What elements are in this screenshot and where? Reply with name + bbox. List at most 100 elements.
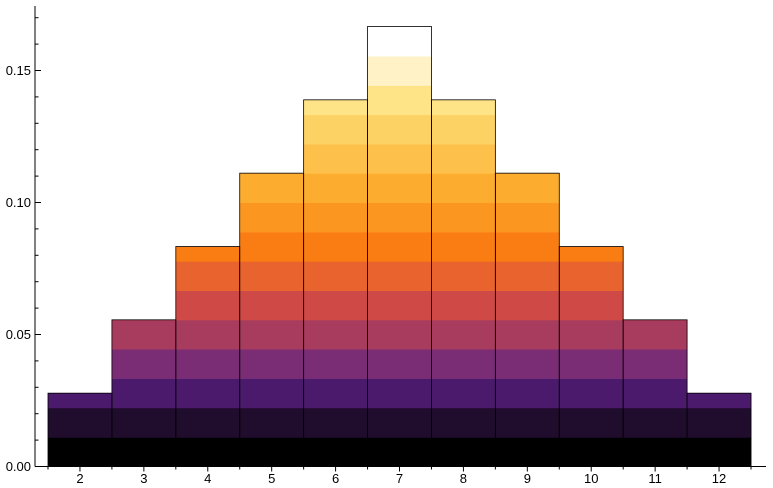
bar-band (687, 437, 752, 467)
bar-band (175, 407, 241, 438)
bar-band (303, 349, 368, 379)
bar-band (431, 144, 496, 174)
bar-band (623, 378, 688, 409)
bar-band (495, 437, 560, 467)
bar-band (175, 319, 241, 350)
tick-labels: 0.00 0.05 0.10 0.15 2 3 4 5 6 7 8 9 10 11 12 (6, 63, 727, 486)
x-tick-label: 3 (140, 471, 147, 486)
bar-band (431, 261, 496, 291)
x-tick-label: 6 (332, 471, 339, 486)
bar-band (495, 261, 560, 291)
bar-band (111, 437, 177, 467)
bar-band (687, 407, 752, 438)
bar-band (431, 232, 496, 262)
bar-band (367, 349, 432, 379)
bar-band (495, 407, 560, 438)
bar-band (367, 261, 432, 291)
bar-band (559, 407, 624, 438)
bar-band (239, 349, 304, 379)
bar-band (48, 407, 113, 438)
bar-band (303, 202, 368, 233)
x-tick-label: 10 (584, 471, 598, 486)
bar-band (495, 378, 560, 409)
bar-band (559, 437, 624, 467)
bar-band (111, 407, 177, 438)
bar-band (431, 173, 496, 204)
bar-band (623, 349, 688, 379)
bar-band (239, 202, 304, 233)
y-tick-label: 0.15 (6, 63, 31, 78)
bar-band (239, 437, 304, 467)
bar-band (367, 378, 432, 409)
bar-band (303, 114, 368, 145)
bar-band (367, 437, 432, 467)
bar-band (367, 173, 432, 204)
bar-band (303, 173, 368, 204)
bar-band (559, 349, 624, 379)
bar-band (431, 437, 496, 467)
bar-band (111, 349, 177, 379)
bar-band (239, 378, 304, 409)
bar-band (623, 437, 688, 467)
x-tick-label: 5 (268, 471, 275, 486)
bar-band (495, 202, 560, 233)
bar-band (367, 319, 432, 350)
bar-band (367, 202, 432, 233)
axes (34, 6, 766, 472)
bar-band (303, 407, 368, 438)
bar-band (367, 26, 432, 57)
bar-band (559, 319, 624, 350)
bar-band (367, 232, 432, 262)
bar-band (111, 378, 177, 409)
y-tick-label: 0.10 (6, 195, 31, 210)
bar-band (495, 232, 560, 262)
bar-band (367, 290, 432, 321)
bar-band (367, 144, 432, 174)
bar-band (303, 290, 368, 321)
bar-band (687, 393, 752, 409)
bar-band (175, 261, 241, 291)
bar-band (239, 261, 304, 291)
bar-band (367, 56, 432, 86)
bar-bands (48, 26, 752, 467)
bar-band (559, 290, 624, 321)
bar-band (175, 349, 241, 379)
bar-band (175, 437, 241, 467)
x-tick-label: 11 (648, 471, 662, 486)
bar-band (431, 319, 496, 350)
bar-band (48, 393, 113, 409)
x-tick-label: 2 (76, 471, 83, 486)
bar-band (303, 261, 368, 291)
bar-band (303, 378, 368, 409)
bar-band (239, 173, 304, 204)
bar-band (367, 85, 432, 116)
bar-band (495, 319, 560, 350)
y-tick-label: 0.05 (6, 327, 31, 342)
x-tick-label: 4 (204, 471, 211, 486)
bar-band (239, 232, 304, 262)
bar-band (431, 349, 496, 379)
bar-band (175, 246, 241, 262)
bar-band (431, 202, 496, 233)
x-tick-label: 9 (524, 471, 531, 486)
bar-band (495, 290, 560, 321)
y-tick-label: 0.00 (6, 459, 31, 474)
bar-band (623, 319, 688, 350)
x-tick-label: 7 (396, 471, 403, 486)
bar-band (431, 407, 496, 438)
bar-band (303, 99, 368, 116)
bar-band (303, 319, 368, 350)
bar-band (303, 232, 368, 262)
bar-band (431, 99, 496, 116)
x-tick-label: 8 (460, 471, 467, 486)
bar-band (239, 407, 304, 438)
bar-band (239, 290, 304, 321)
bar-band (559, 378, 624, 409)
bar-band (175, 378, 241, 409)
bar-band (431, 378, 496, 409)
x-tick-label: 12 (712, 471, 726, 486)
bar-band (111, 319, 177, 350)
bar-band (239, 319, 304, 350)
bar-band (495, 173, 560, 204)
